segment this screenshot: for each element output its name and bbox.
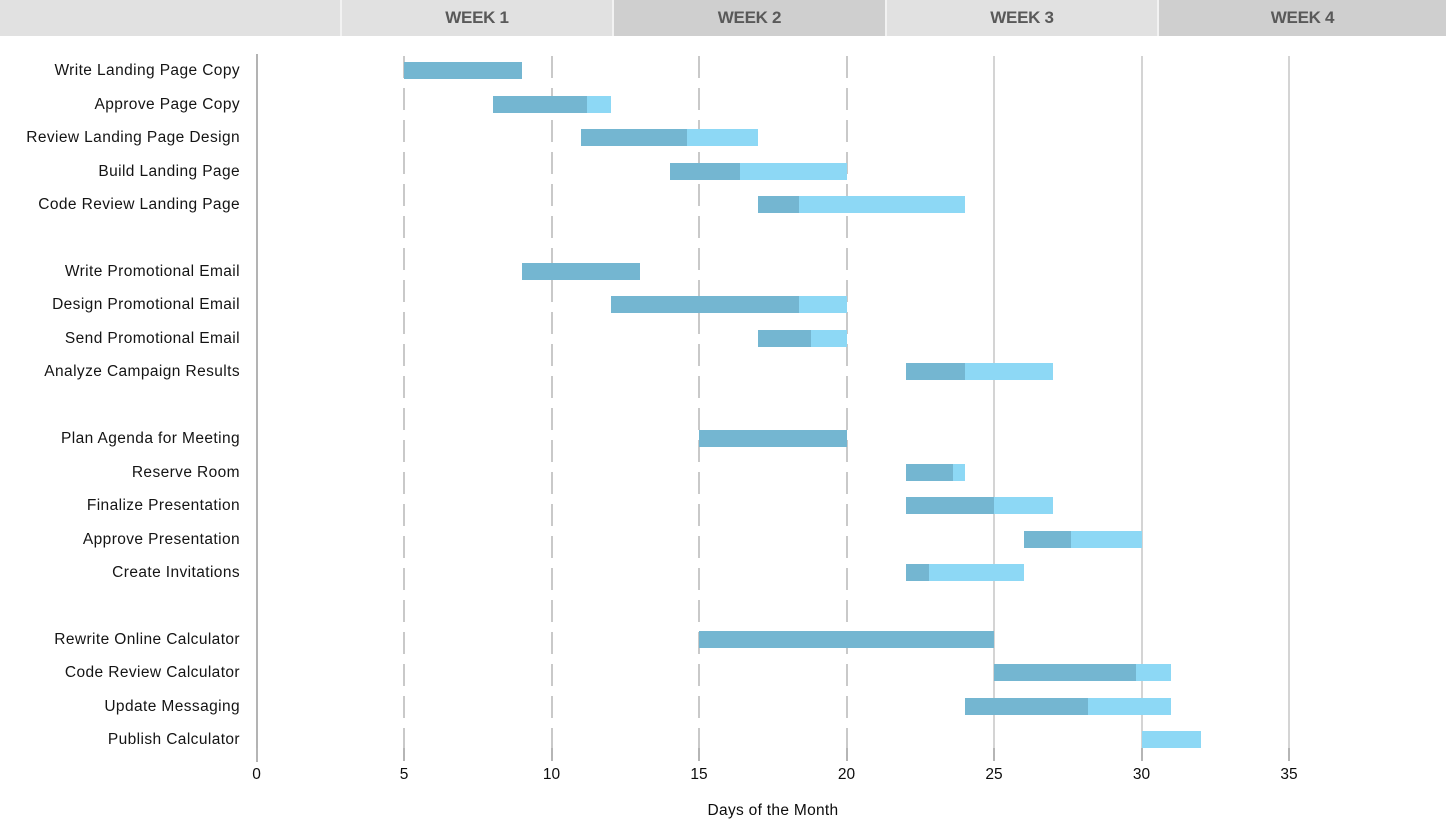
- gantt-bar: [994, 664, 1171, 682]
- x-axis-tick: [1288, 748, 1290, 761]
- gantt-bar: [699, 430, 847, 448]
- week-header-band: WEEK 1 WEEK 2 WEEK 3 WEEK 4: [0, 0, 1446, 36]
- x-axis-tick: [993, 748, 995, 761]
- bar-complete-segment: [522, 263, 640, 280]
- task-label: Finalize Presentation: [86, 497, 240, 515]
- week-header-spacer: [0, 0, 342, 36]
- gantt-bar: [758, 329, 847, 347]
- bar-complete-segment: [699, 430, 847, 448]
- bar-complete-segment: [669, 162, 741, 180]
- week-label: WEEK 4: [1270, 8, 1335, 27]
- gridline-dashed: [403, 56, 405, 748]
- bar-complete-segment: [492, 95, 587, 113]
- task-label: Write Promotional Email: [64, 263, 240, 280]
- gantt-bar: [964, 697, 1171, 715]
- task-label: Reserve Room: [131, 463, 240, 481]
- week-label: WEEK 2: [717, 8, 782, 27]
- task-label: Code Review Calculator: [64, 664, 240, 682]
- x-axis-tick: [845, 748, 848, 761]
- task-label: Update Messaging: [104, 697, 240, 715]
- task-label: Design Promotional Email: [52, 296, 240, 314]
- task-label: Review Landing Page Design: [26, 129, 240, 147]
- gantt-bar: [905, 564, 1024, 582]
- x-tick-label: 30: [1132, 766, 1151, 783]
- gantt-bar: [522, 263, 640, 280]
- x-tick-label: 0: [252, 766, 261, 783]
- week-segment-1: WEEK 1: [342, 0, 614, 36]
- task-label: Approve Page Copy: [94, 95, 240, 113]
- x-axis-tick: [698, 748, 700, 761]
- gantt-bar: [758, 196, 965, 214]
- task-label: Send Promotional Email: [64, 329, 240, 347]
- gantt-bar: [1023, 530, 1142, 548]
- gridline-dashed: [845, 56, 848, 748]
- task-label: Write Landing Page Copy: [54, 62, 240, 80]
- week-segment-3: WEEK 3: [887, 0, 1159, 36]
- bar-complete-segment: [994, 664, 1136, 682]
- bar-complete-segment: [404, 62, 522, 80]
- bar-complete-segment: [964, 697, 1089, 715]
- gantt-bar: [581, 129, 758, 147]
- bar-complete-segment: [905, 463, 953, 481]
- bar-complete-segment: [1023, 530, 1071, 548]
- task-label: Create Invitations: [112, 564, 240, 582]
- week-label: WEEK 3: [990, 8, 1054, 27]
- task-label: Approve Presentation: [82, 530, 240, 548]
- x-axis-tick: [403, 748, 405, 761]
- x-tick-label: 20: [837, 766, 856, 783]
- gridline-dashed: [698, 56, 700, 748]
- bar-complete-segment: [905, 497, 994, 515]
- x-axis-tick: [255, 748, 258, 761]
- gantt-bar: [1141, 731, 1201, 749]
- gridline-solid: [1288, 56, 1290, 748]
- gantt-bar: [669, 162, 847, 180]
- x-tick-label: 35: [1280, 766, 1298, 783]
- task-label: Publish Calculator: [107, 731, 240, 749]
- bar-complete-segment: [699, 630, 994, 648]
- gridline-solid: [993, 56, 995, 748]
- gantt-bar: [699, 630, 994, 648]
- week-segment-4: WEEK 4: [1159, 0, 1446, 36]
- week-segment-2: WEEK 2: [614, 0, 887, 36]
- task-label: Build Landing Page: [98, 162, 240, 180]
- x-tick-label: 10: [542, 766, 561, 783]
- task-label: Code Review Landing Page: [38, 196, 240, 214]
- bar-complete-segment: [905, 363, 965, 381]
- gantt-bar: [492, 95, 611, 113]
- x-tick-label: 5: [399, 766, 409, 783]
- bar-complete-segment: [581, 129, 688, 147]
- gantt-bar: [610, 296, 847, 314]
- y-axis-line: [255, 54, 258, 762]
- x-axis-tick: [1140, 748, 1143, 761]
- task-label: Analyze Campaign Results: [44, 363, 240, 381]
- x-tick-label: 15: [690, 766, 708, 783]
- bar-complete-segment: [758, 329, 812, 347]
- task-label: Rewrite Online Calculator: [54, 630, 240, 648]
- gantt-bar: [905, 463, 965, 481]
- x-tick-label: 25: [985, 766, 1003, 783]
- gridline-solid: [1140, 56, 1143, 748]
- gantt-bar: [905, 363, 1053, 381]
- bar-complete-segment: [610, 296, 800, 314]
- week-label: WEEK 1: [445, 8, 509, 27]
- gridline-dashed: [550, 56, 553, 748]
- bar-complete-segment: [905, 564, 930, 582]
- x-axis-label: Days of the Month: [707, 802, 839, 819]
- chart-plot-area: Days of the Month 0 5 10 15 20 25 30 35 Write La…: [0, 36, 1446, 836]
- gantt-bar: [905, 497, 1053, 515]
- bar-complete-segment: [758, 196, 800, 214]
- task-label: Plan Agenda for Meeting: [61, 430, 240, 448]
- x-axis-tick: [550, 748, 553, 761]
- gantt-bar: [404, 62, 522, 80]
